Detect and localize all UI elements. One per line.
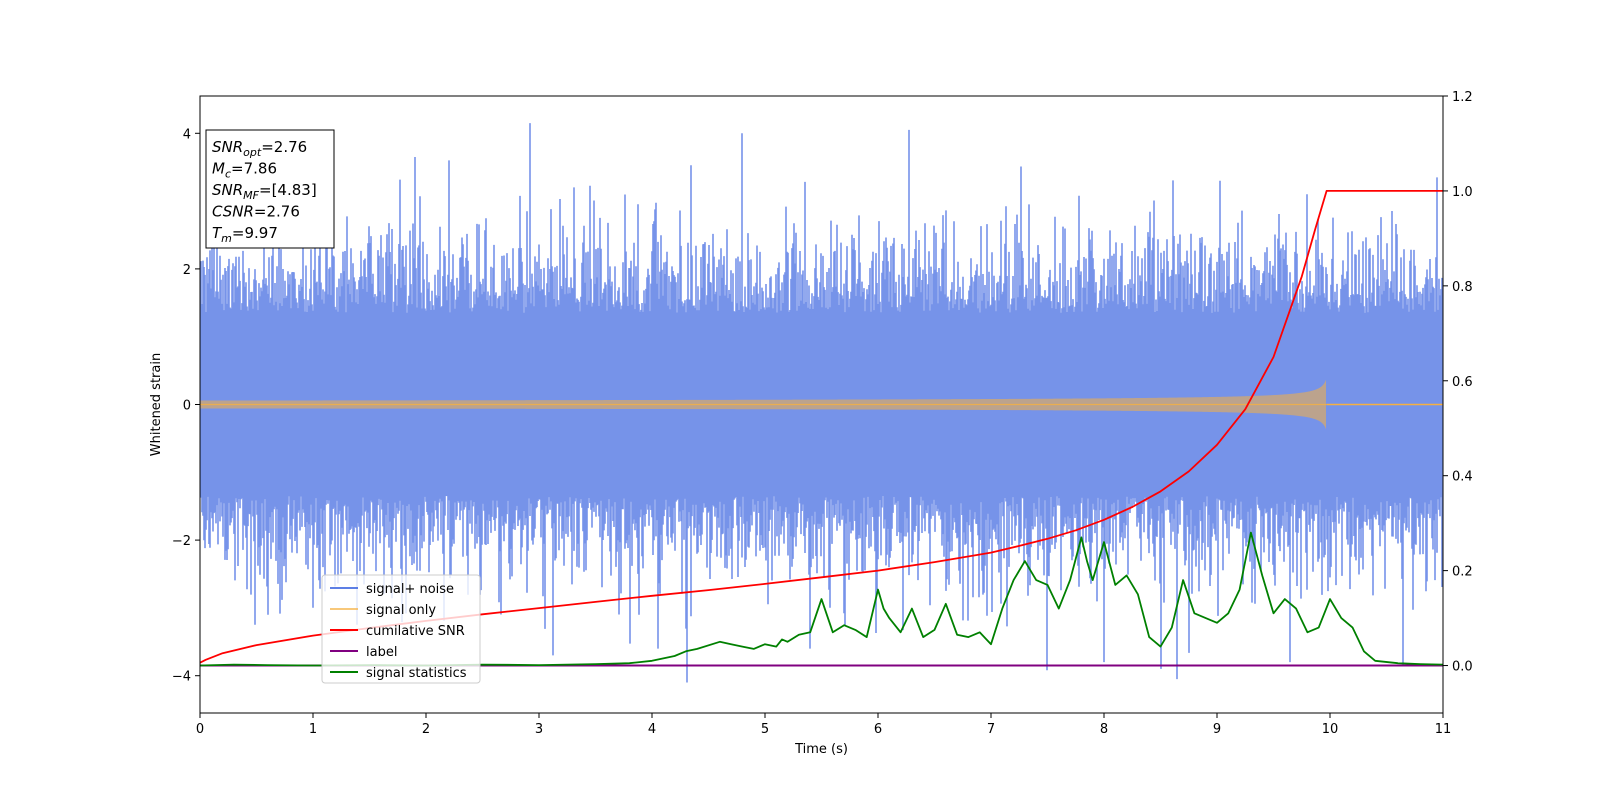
x-tick-label: 4 — [648, 722, 656, 737]
y-left-tick-label: −2 — [172, 534, 191, 549]
y-right-tick-label: 0.4 — [1452, 470, 1473, 485]
x-tick-label: 5 — [761, 722, 769, 737]
legend-label: signal only — [366, 603, 436, 618]
x-tick-label: 6 — [874, 722, 882, 737]
x-tick-label: 10 — [1322, 722, 1339, 737]
x-tick-label: 9 — [1213, 722, 1221, 737]
info-line: Mc=7.86 — [212, 160, 277, 181]
y-axis-label: Whitened strain — [149, 353, 164, 456]
y-right-tick-label: 0.0 — [1452, 660, 1473, 675]
legend-label: label — [366, 645, 397, 660]
x-axis-ticks: 0 1 2 3 4 5 6 7 8 9 10 11 — [196, 713, 1451, 737]
y-right-tick-label: 1.0 — [1452, 185, 1473, 200]
legend: signal+ noise signal only cumilative SNR la… — [321, 574, 481, 684]
x-tick-label: 7 — [987, 722, 995, 737]
y-left-tick-label: −4 — [172, 670, 191, 685]
info-line: SNRMF=[4.83] — [212, 181, 317, 202]
info-line: CSNR=2.76 — [212, 203, 300, 221]
legend-label: signal statistics — [366, 666, 467, 681]
x-tick-label: 11 — [1435, 722, 1452, 737]
y-right-tick-label: 0.8 — [1452, 280, 1473, 295]
legend-frame — [321, 574, 481, 684]
y-left-tick-label: 2 — [183, 263, 191, 278]
info-line: Tm=9.97 — [212, 224, 278, 245]
x-tick-label: 0 — [196, 722, 204, 737]
y-axis-left-ticks: −4 −2 0 2 4 — [172, 127, 200, 685]
legend-label: cumilative SNR — [366, 624, 465, 639]
x-axis-label: Time (s) — [794, 742, 848, 757]
x-tick-label: 1 — [309, 722, 317, 737]
y-left-tick-label: 0 — [183, 399, 191, 414]
y-right-tick-label: 0.6 — [1452, 375, 1473, 390]
signal-only-layer — [200, 379, 1443, 430]
info-line: SNRopt=2.76 — [212, 138, 307, 159]
legend-label: signal+ noise — [366, 582, 454, 597]
y-axis-right-ticks: 0.0 0.2 0.4 0.6 0.8 1.0 1.2 — [1443, 90, 1473, 675]
series-signal-statistics-line — [200, 531, 1443, 667]
x-tick-label: 8 — [1100, 722, 1108, 737]
info-box-frame — [205, 129, 335, 249]
x-tick-label: 2 — [422, 722, 430, 737]
y-left-tick-label: 4 — [183, 127, 191, 142]
y-right-tick-label: 1.2 — [1452, 90, 1473, 105]
y-right-tick-label: 0.2 — [1452, 565, 1473, 580]
x-tick-label: 3 — [535, 722, 543, 737]
